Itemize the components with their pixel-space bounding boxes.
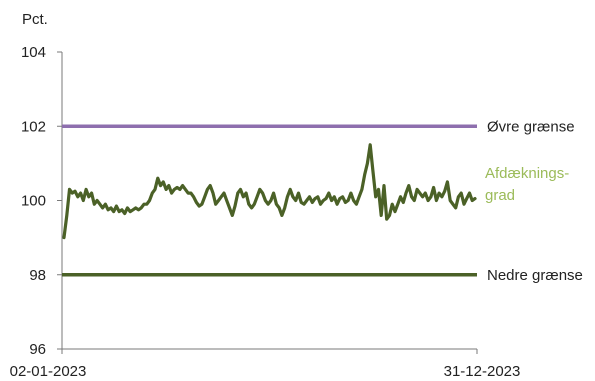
y-tick-label: 102 (21, 118, 46, 135)
annotations: Øvre grænse Nedre grænse Afdæknings-grad (485, 118, 583, 284)
series-line (62, 143, 477, 240)
y-tick-label: 96 (29, 341, 46, 358)
x-axis-ticks: 02-01-2023 31-12-2023 (10, 349, 521, 380)
series-label: Afdæknings- (485, 165, 569, 182)
reference-line-label: Nedre grænse (487, 267, 583, 284)
y-tick-label: 98 (29, 267, 46, 284)
y-tick-label: 104 (21, 44, 46, 61)
y-axis-ticks: 96 98 100 102 104 (21, 44, 62, 358)
x-tick-label: 31-12-2023 (444, 363, 521, 380)
y-axis-unit-label: Pct. (22, 11, 48, 28)
reference-line-label: Øvre grænse (487, 118, 575, 135)
reference-lines (62, 124, 477, 277)
y-tick-label: 100 (21, 193, 46, 210)
series-group (62, 143, 477, 240)
x-tick-label: 02-01-2023 (10, 363, 87, 380)
series-label: grad (485, 187, 515, 204)
